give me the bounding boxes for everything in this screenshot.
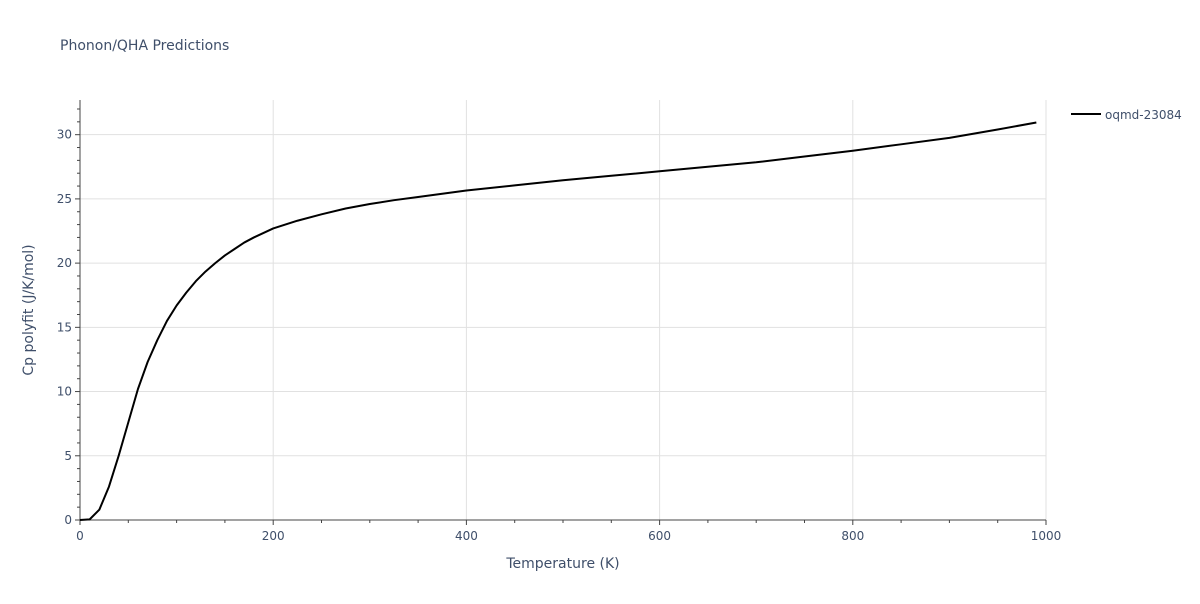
x-tick-label: 400: [455, 529, 478, 543]
y-axis-label: Cp polyfit (J/K/mol): [21, 244, 37, 375]
y-tick-label: 20: [57, 256, 72, 270]
series-line: [79, 121, 1037, 521]
y-tick-label: 30: [57, 128, 72, 142]
x-axis-label: Temperature (K): [505, 556, 619, 572]
y-tick-label: 25: [57, 192, 72, 206]
grid-layer: [80, 100, 1047, 520]
series-layer: [79, 121, 1037, 521]
y-tick-label: 0: [64, 513, 72, 527]
legend-label: oqmd-23084: [1105, 108, 1182, 122]
y-tick-label: 5: [64, 449, 72, 463]
x-tick-label: 600: [648, 529, 671, 543]
x-tick-label: 1000: [1031, 529, 1062, 543]
x-tick-label: 200: [262, 529, 285, 543]
legend[interactable]: oqmd-23084: [1071, 108, 1182, 122]
x-tick-label: 0: [76, 529, 84, 543]
x-tick-label: 800: [841, 529, 864, 543]
y-tick-label: 15: [57, 320, 72, 334]
y-tick-label: 10: [57, 385, 72, 399]
chart-title: Phonon/QHA Predictions: [60, 38, 229, 54]
axes-layer: 0 200 400 600 800 1000 0 5 10 15 20 25 30: [57, 100, 1062, 543]
